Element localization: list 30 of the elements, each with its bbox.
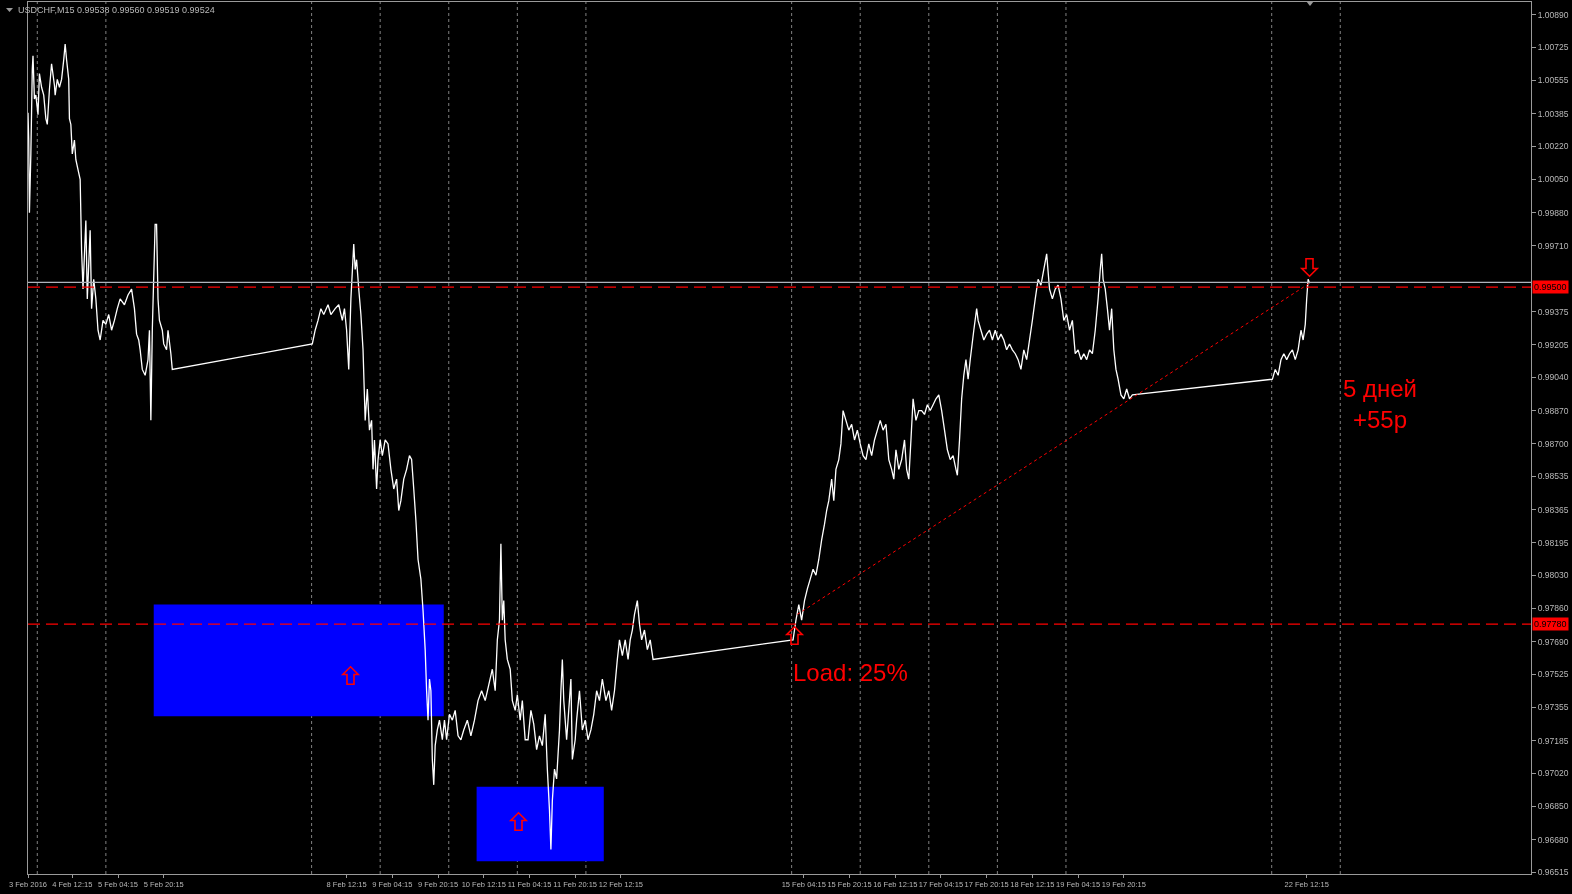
y-tick-label: 0.98030 (1537, 570, 1569, 581)
y-tick-label: 0.99710 (1537, 240, 1569, 251)
y-tick-label: 0.96680 (1537, 834, 1569, 845)
y-tick-label: 1.00220 (1537, 141, 1569, 152)
y-tick-label: 0.98365 (1537, 504, 1569, 515)
y-tick-label: 1.00385 (1537, 108, 1569, 119)
y-tick-label: 0.99375 (1537, 306, 1569, 317)
annotation: 5 дней +55p (1343, 375, 1418, 434)
y-tick-label: 0.98700 (1537, 438, 1569, 449)
y-tick-label: 0.98535 (1537, 471, 1569, 482)
y-tick-label: 1.00890 (1537, 9, 1569, 20)
y-tick-label: 1.00050 (1537, 174, 1569, 185)
y-tick-label: 0.97020 (1537, 768, 1569, 779)
annotation: Load: 25% (793, 659, 908, 686)
y-tick-label: 0.96515 (1537, 867, 1569, 878)
y-tick-label: 0.97690 (1537, 636, 1569, 647)
y-tick-label: 0.97185 (1537, 735, 1569, 746)
ref-line-label: 0.99500 (1534, 282, 1567, 292)
ref-line-label: 0.97780 (1534, 619, 1567, 629)
y-tick-label: 0.97525 (1537, 669, 1569, 680)
y-tick-label: 1.00725 (1537, 42, 1569, 53)
y-tick-label: 0.99880 (1537, 207, 1569, 218)
y-tick-label: 0.97355 (1537, 702, 1569, 713)
y-tick-label: 0.96850 (1537, 801, 1569, 812)
y-tick-label: 0.99040 (1537, 372, 1569, 383)
y-tick-label: 0.99205 (1537, 339, 1569, 350)
y-tick-label: 0.98195 (1537, 537, 1569, 548)
y-tick-label: 1.00555 (1537, 75, 1569, 86)
y-tick-label: 0.97860 (1537, 603, 1569, 614)
y-tick-label: 0.98870 (1537, 405, 1569, 416)
